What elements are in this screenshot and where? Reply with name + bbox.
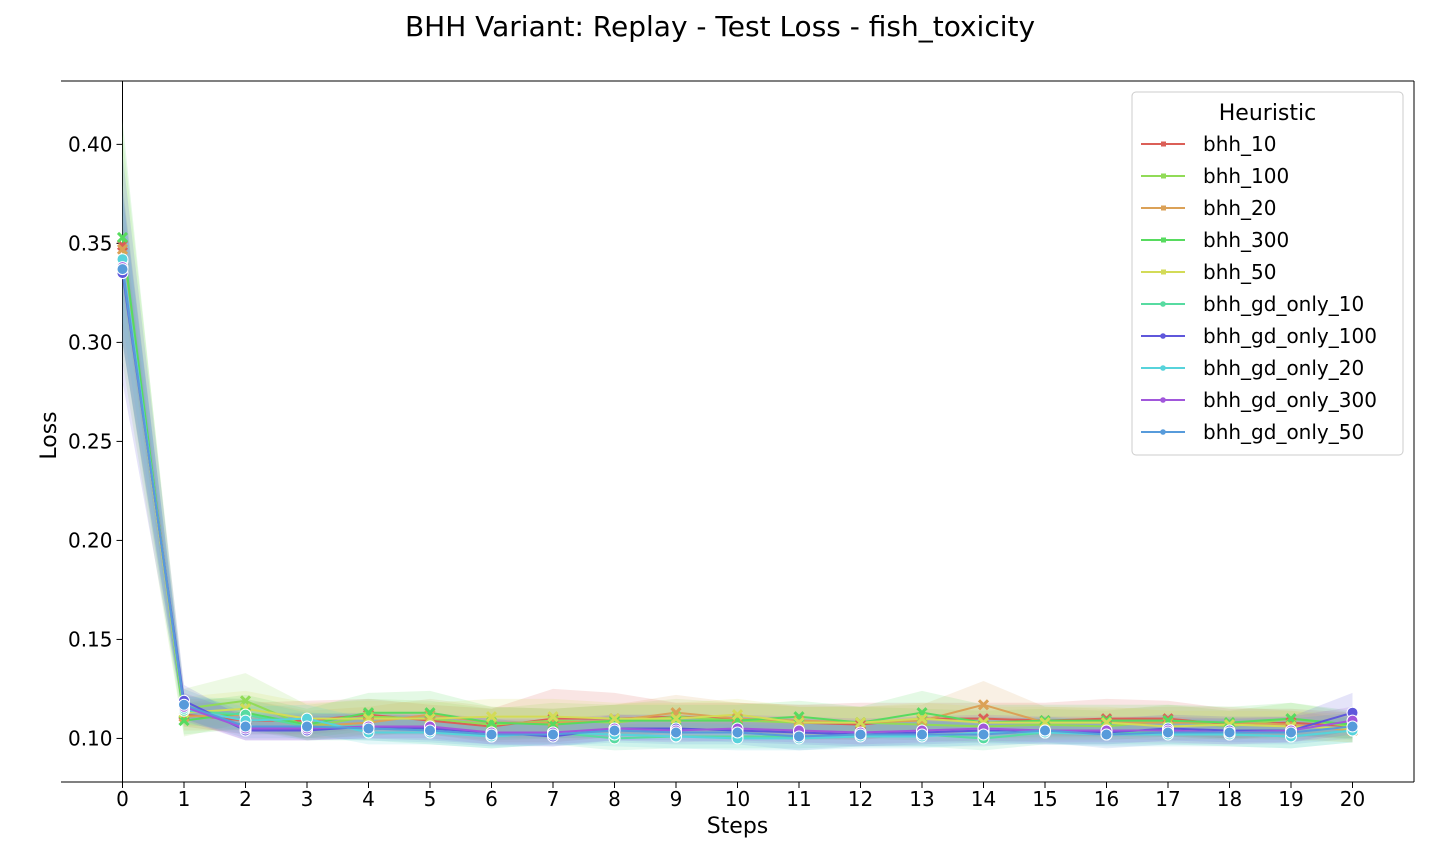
legend-marker-bhh_gd_only_100 (1160, 333, 1166, 339)
y-tick-label: 0.35 (68, 231, 113, 255)
legend-label-bhh_20: bhh_20 (1203, 196, 1277, 220)
x-tick-label: 19 (1278, 787, 1303, 811)
x-tick-label: 14 (971, 787, 996, 811)
x-tick-label: 8 (608, 787, 621, 811)
legend-label-bhh_gd_only_10: bhh_gd_only_10 (1203, 292, 1364, 316)
x-tick-label: 2 (239, 787, 252, 811)
legend-marker-bhh_gd_only_10 (1160, 301, 1166, 307)
x-axis-label: Steps (707, 814, 769, 839)
data-point-bhh_gd_only_50 (362, 722, 375, 735)
data-point-bhh_gd_only_50 (1039, 724, 1051, 737)
data-point-bhh_gd_only_50 (916, 728, 928, 741)
data-point-bhh_50 (731, 709, 744, 721)
y-tick-label: 0.10 (68, 726, 113, 750)
y-tick-label: 0.20 (68, 528, 113, 552)
x-tick-label: 0 (116, 787, 129, 811)
legend-label-bhh_gd_only_300: bhh_gd_only_300 (1203, 388, 1377, 412)
x-tick-label: 9 (670, 787, 683, 811)
legend-marker-bhh_gd_only_300 (1160, 397, 1166, 403)
data-point-bhh_50 (547, 711, 559, 723)
x-tick-label: 18 (1217, 787, 1242, 811)
data-point-bhh_gd_only_50 (1346, 720, 1359, 733)
data-point-bhh_300 (116, 231, 129, 243)
data-point-bhh_20 (116, 243, 129, 255)
y-tick-label: 0.40 (68, 132, 113, 156)
x-tick-label: 7 (547, 787, 560, 811)
data-point-bhh_gd_only_50 (178, 698, 190, 711)
x-tick-label: 3 (301, 787, 314, 811)
data-point-bhh_gd_only_50 (731, 726, 744, 739)
data-point-bhh_50 (916, 713, 928, 725)
data-point-bhh_gd_only_50 (977, 728, 990, 741)
legend-label-bhh_50: bhh_50 (1203, 260, 1277, 284)
chart-title: BHH Variant: Replay - Test Loss - fish_t… (404, 10, 1036, 43)
y-tick-label: 0.15 (68, 627, 113, 651)
x-tick-label: 17 (1155, 787, 1180, 811)
legend-title: Heuristic (1219, 101, 1316, 126)
legend-marker-bhh_100 (1161, 173, 1166, 179)
data-point-bhh_gd_only_50 (1100, 728, 1113, 741)
data-point-bhh_gd_only_50 (1285, 726, 1297, 739)
data-point-bhh_gd_only_50 (793, 730, 805, 743)
data-point-bhh_gd_only_50 (854, 728, 867, 741)
x-tick-label: 10 (725, 787, 750, 811)
data-point-bhh_gd_only_50 (116, 263, 129, 276)
legend-marker-bhh_gd_only_20 (1160, 365, 1166, 371)
x-tick-label: 20 (1340, 787, 1365, 811)
data-point-bhh_gd_only_50 (608, 724, 621, 737)
confidence-band-bhh_50 (122, 239, 1353, 743)
legend-label-bhh_gd_only_20: bhh_gd_only_20 (1203, 356, 1364, 380)
x-tick-label: 16 (1094, 787, 1119, 811)
data-point-bhh_gd_only_50 (424, 724, 436, 737)
data-point-bhh_20 (977, 699, 990, 711)
legend-label-bhh_gd_only_100: bhh_gd_only_100 (1203, 324, 1377, 348)
data-point-bhh_gd_only_50 (301, 720, 313, 733)
data-point-bhh_50 (608, 713, 621, 725)
data-point-bhh_gd_only_50 (1162, 726, 1174, 739)
legend-marker-bhh_20 (1161, 205, 1166, 211)
data-point-bhh_gd_only_50 (239, 720, 252, 733)
legend-marker-bhh_10 (1161, 141, 1166, 147)
data-point-bhh_50 (485, 711, 498, 723)
data-point-bhh_gd_only_50 (670, 726, 682, 739)
confidence-band-bhh_100 (122, 134, 1353, 743)
x-tick-label: 1 (178, 787, 191, 811)
legend-label-bhh_gd_only_50: bhh_gd_only_50 (1203, 420, 1364, 444)
legend-box (1131, 91, 1404, 456)
y-tick-label: 0.30 (68, 330, 113, 354)
data-point-bhh_50 (670, 713, 682, 725)
x-tick-label: 5 (424, 787, 437, 811)
data-point-bhh_gd_only_50 (1223, 726, 1236, 739)
data-point-bhh_gd_only_50 (485, 728, 498, 741)
x-tick-label: 6 (485, 787, 498, 811)
legend-label-bhh_10: bhh_10 (1203, 132, 1277, 156)
legend-marker-bhh_50 (1161, 269, 1166, 275)
legend-marker-bhh_300 (1161, 237, 1166, 243)
x-tick-label: 15 (1032, 787, 1057, 811)
data-point-bhh_50 (854, 717, 867, 729)
legend-label-bhh_100: bhh_100 (1203, 164, 1289, 188)
data-point-bhh_gd_only_50 (547, 728, 559, 741)
legend-marker-bhh_gd_only_50 (1160, 429, 1166, 435)
x-tick-label: 13 (909, 787, 934, 811)
y-tick-label: 0.25 (68, 429, 113, 453)
legend-label-bhh_300: bhh_300 (1203, 228, 1289, 252)
x-tick-label: 12 (848, 787, 873, 811)
y-axis-label: Loss (37, 411, 62, 459)
x-tick-label: 11 (786, 787, 811, 811)
x-tick-label: 4 (362, 787, 375, 811)
